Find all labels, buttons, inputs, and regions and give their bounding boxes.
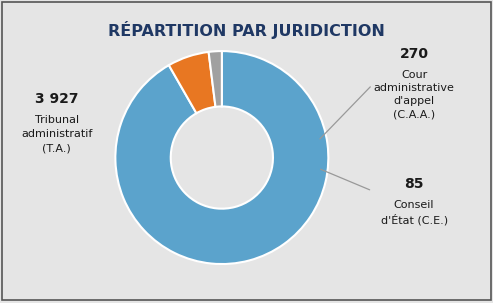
Text: 85: 85 [404, 177, 424, 191]
Wedge shape [115, 51, 328, 264]
Wedge shape [209, 51, 222, 107]
Wedge shape [169, 52, 215, 113]
Text: Cour
administrative
d'appel
(C.A.A.): Cour administrative d'appel (C.A.A.) [374, 70, 455, 119]
Text: 270: 270 [400, 47, 428, 61]
Text: Tribunal
administratif
(T.A.): Tribunal administratif (T.A.) [21, 115, 92, 153]
Text: Conseil
d'État (C.E.): Conseil d'État (C.E.) [381, 200, 448, 225]
Text: RÉPARTITION PAR JURIDICTION: RÉPARTITION PAR JURIDICTION [108, 21, 385, 39]
Text: 3 927: 3 927 [35, 92, 78, 106]
